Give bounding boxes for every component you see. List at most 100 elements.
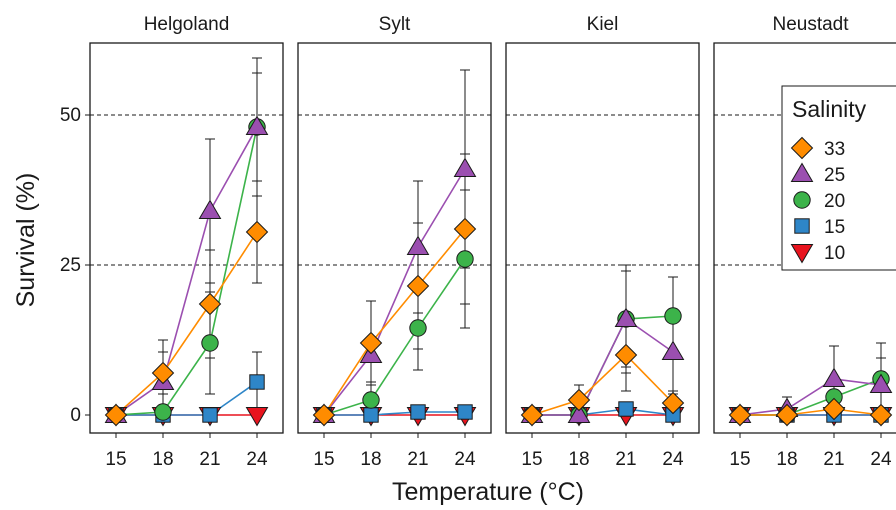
data-point-20 xyxy=(154,403,172,421)
legend-label: 33 xyxy=(824,139,845,160)
legend-key-10 xyxy=(790,243,814,264)
data-point-25 xyxy=(822,367,846,388)
x-tick-label: 18 xyxy=(360,449,381,470)
data-point-33 xyxy=(567,388,591,412)
legend-key-25 xyxy=(790,162,814,183)
data-point-20 xyxy=(201,334,219,352)
legend-label: 10 xyxy=(824,243,845,264)
data-point-33 xyxy=(661,391,685,415)
panels-layer: 0 25 50 Helgoland 15 18 21 24 Sylt 15 18 21 24 Kiel 15… xyxy=(60,14,896,470)
data-point-33 xyxy=(198,292,222,316)
x-tick-label: 15 xyxy=(313,449,334,470)
data-point-25 xyxy=(245,115,269,136)
series-line-20 xyxy=(115,126,258,416)
data-point-33 xyxy=(104,403,128,427)
series-line-25 xyxy=(739,378,882,416)
panel-kiel: Kiel 15 18 21 24 xyxy=(505,14,700,470)
x-tick-label: 24 xyxy=(870,449,892,470)
y-tick-label: 50 xyxy=(60,105,81,126)
legend-key-15 xyxy=(794,218,810,234)
y-tick-label: 25 xyxy=(60,255,81,276)
series-line-33 xyxy=(531,353,674,416)
data-point-33 xyxy=(312,403,336,427)
data-point-33 xyxy=(151,361,175,385)
panel-title: Sylt xyxy=(379,14,411,35)
legend-title: Salinity xyxy=(792,96,867,122)
x-tick-label: 21 xyxy=(199,449,220,470)
data-point-33 xyxy=(520,403,544,427)
data-point-25 xyxy=(869,373,893,394)
x-tick-label: 21 xyxy=(823,449,844,470)
data-point-20 xyxy=(456,250,474,268)
data-point-33 xyxy=(359,331,383,355)
x-tick-label: 15 xyxy=(105,449,126,470)
panel-title: Kiel xyxy=(587,14,619,35)
data-point-25 xyxy=(661,340,685,361)
series-line-25 xyxy=(323,168,466,416)
data-point-25 xyxy=(198,199,222,220)
x-tick-label: 24 xyxy=(246,449,268,470)
x-tick-label: 18 xyxy=(776,449,797,470)
x-tick-label: 21 xyxy=(407,449,428,470)
panel-border xyxy=(89,42,284,434)
series-line-25 xyxy=(115,126,258,416)
data-point-33 xyxy=(245,220,269,244)
data-point-25 xyxy=(614,307,638,328)
data-point-15 xyxy=(202,407,218,423)
x-axis-title: Temperature (°C) xyxy=(392,478,584,505)
data-point-10 xyxy=(245,406,269,427)
data-point-15 xyxy=(618,401,634,417)
x-tick-label: 21 xyxy=(615,449,636,470)
x-tick-label: 24 xyxy=(662,449,684,470)
data-point-33 xyxy=(614,343,638,367)
data-point-25 xyxy=(406,235,430,256)
panel-sylt: Sylt 15 18 21 24 xyxy=(297,14,492,470)
data-point-15 xyxy=(249,374,265,390)
data-point-15 xyxy=(457,404,473,420)
legend-key-33 xyxy=(790,136,814,160)
legend-label: 15 xyxy=(824,217,845,238)
series-line-15 xyxy=(116,381,258,416)
data-point-33 xyxy=(775,403,799,427)
panel-border xyxy=(505,42,700,434)
data-point-33 xyxy=(728,403,752,427)
x-tick-label: 18 xyxy=(568,449,589,470)
series-line-20 xyxy=(740,378,882,416)
data-point-25 xyxy=(567,403,591,424)
data-point-20 xyxy=(362,391,380,409)
legend-key-20 xyxy=(793,191,811,209)
data-point-33 xyxy=(822,397,846,421)
series-line-33 xyxy=(740,408,882,416)
series-line-25 xyxy=(532,317,674,416)
series-line-33 xyxy=(323,228,466,416)
data-point-25 xyxy=(453,157,477,178)
panel-border xyxy=(297,42,492,434)
panel-helgoland: Helgoland 15 18 21 24 xyxy=(89,14,284,470)
data-point-15 xyxy=(410,404,426,420)
panel-title: Helgoland xyxy=(144,14,230,35)
data-point-15 xyxy=(363,407,379,423)
data-point-33 xyxy=(453,217,477,241)
series-line-15 xyxy=(324,411,465,416)
panel-border xyxy=(713,42,896,434)
data-point-33 xyxy=(869,403,893,427)
series-line-33 xyxy=(115,231,258,416)
legend: Salinity 33 25 20 15 10 xyxy=(781,85,896,271)
x-tick-label: 15 xyxy=(729,449,750,470)
legend-label: 25 xyxy=(824,165,845,186)
panel-title: Neustadt xyxy=(772,14,849,35)
data-point-20 xyxy=(664,307,682,325)
x-tick-label: 15 xyxy=(521,449,542,470)
x-tick-label: 18 xyxy=(152,449,173,470)
series-line-15 xyxy=(532,408,674,416)
data-point-33 xyxy=(406,274,430,298)
y-tick-label: 0 xyxy=(70,405,81,426)
x-tick-label: 24 xyxy=(454,449,476,470)
y-axis-title: Survival (%) xyxy=(12,173,40,308)
panel-neustadt: Neustadt 15 18 21 24 xyxy=(713,14,896,470)
series-line-20 xyxy=(323,258,466,416)
legend-label: 20 xyxy=(824,191,845,212)
data-point-20 xyxy=(409,319,427,337)
